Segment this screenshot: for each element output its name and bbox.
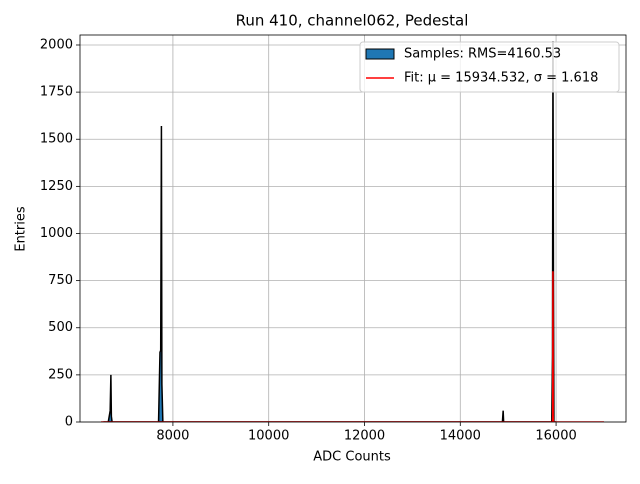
x-tick-label: 12000	[344, 429, 385, 444]
legend-box	[359, 41, 620, 93]
y-axis-label: Entries	[14, 206, 29, 252]
y-tick-label: 500	[48, 320, 73, 335]
y-tick-label: 750	[48, 273, 73, 288]
histogram-area	[103, 41, 557, 422]
y-tick-label: 1500	[40, 132, 73, 147]
y-tick-label: 250	[48, 367, 73, 382]
legend-swatch	[365, 48, 395, 60]
x-tick-label: 10000	[248, 429, 289, 444]
y-tick-label: 1000	[40, 226, 73, 241]
x-axis-label: ADC Counts	[313, 450, 391, 465]
legend-label: Fit: μ = 15934.532, σ = 1.618	[404, 71, 598, 86]
chart-title: Run 410, channel062, Pedestal	[236, 12, 469, 30]
y-tick-label: 2000	[40, 37, 73, 52]
y-tick-label: 0	[65, 415, 73, 430]
legend-label: Samples: RMS=4160.53	[404, 47, 561, 62]
fit-line	[101, 271, 604, 422]
y-tick-label: 1750	[40, 85, 73, 100]
y-tick-label: 1250	[40, 179, 73, 194]
x-tick-label: 16000	[535, 429, 576, 444]
x-tick-label: 14000	[440, 429, 481, 444]
x-tick-label: 8000	[156, 429, 189, 444]
axes-frame	[79, 34, 627, 423]
